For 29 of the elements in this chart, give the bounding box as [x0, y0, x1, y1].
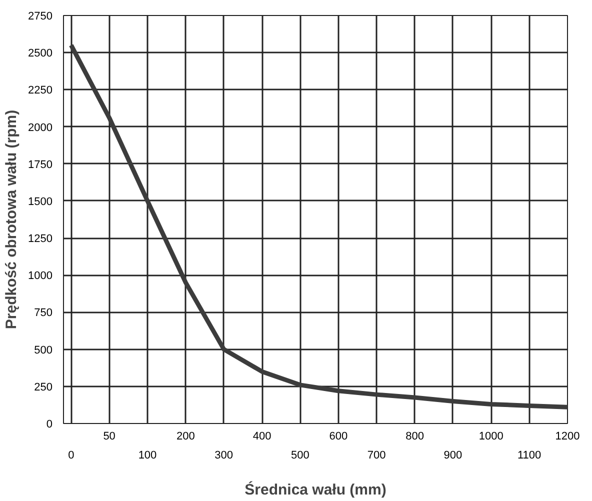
y-tick-label: 500: [34, 344, 53, 356]
y-tick-label: 1500: [28, 196, 53, 208]
y-tick-label: 250: [34, 381, 53, 394]
y-tick-label: 2750: [28, 10, 53, 22]
y-tick-label: 2250: [28, 84, 53, 97]
y-axis-title: Prędkość obrotowa wału (rpm): [3, 110, 20, 330]
y-tick-label: 1000: [28, 270, 53, 282]
x-tick-label: 50: [103, 430, 116, 442]
x-tick-label: 900: [444, 450, 462, 462]
x-tick-label: 400: [252, 430, 272, 442]
x-tick-label: 1000: [478, 430, 504, 442]
x-tick-label: 100: [138, 450, 157, 462]
x-tick-label: 500: [291, 450, 310, 462]
x-tick-label: 700: [367, 450, 386, 462]
x-axis-title: Średnica wału (mm): [244, 480, 386, 498]
x-tick-label: 1100: [517, 450, 542, 462]
x-tick-label: 200: [176, 430, 195, 442]
y-tick-label: 1250: [28, 233, 53, 246]
y-tick-label: 2000: [28, 122, 53, 134]
x-tick-label: 1200: [555, 430, 580, 442]
y-tick-label: 750: [34, 307, 53, 320]
x-tick-label: 800: [406, 430, 424, 442]
y-tick-label: 2500: [28, 48, 53, 60]
x-tick-label: 0: [68, 450, 74, 462]
line-series: [68, 42, 568, 410]
x-tick-label: 300: [214, 450, 234, 462]
y-tick-label: 0: [46, 418, 53, 430]
y-tick-label: 1750: [28, 158, 53, 171]
x-tick-label: 600: [329, 430, 348, 442]
